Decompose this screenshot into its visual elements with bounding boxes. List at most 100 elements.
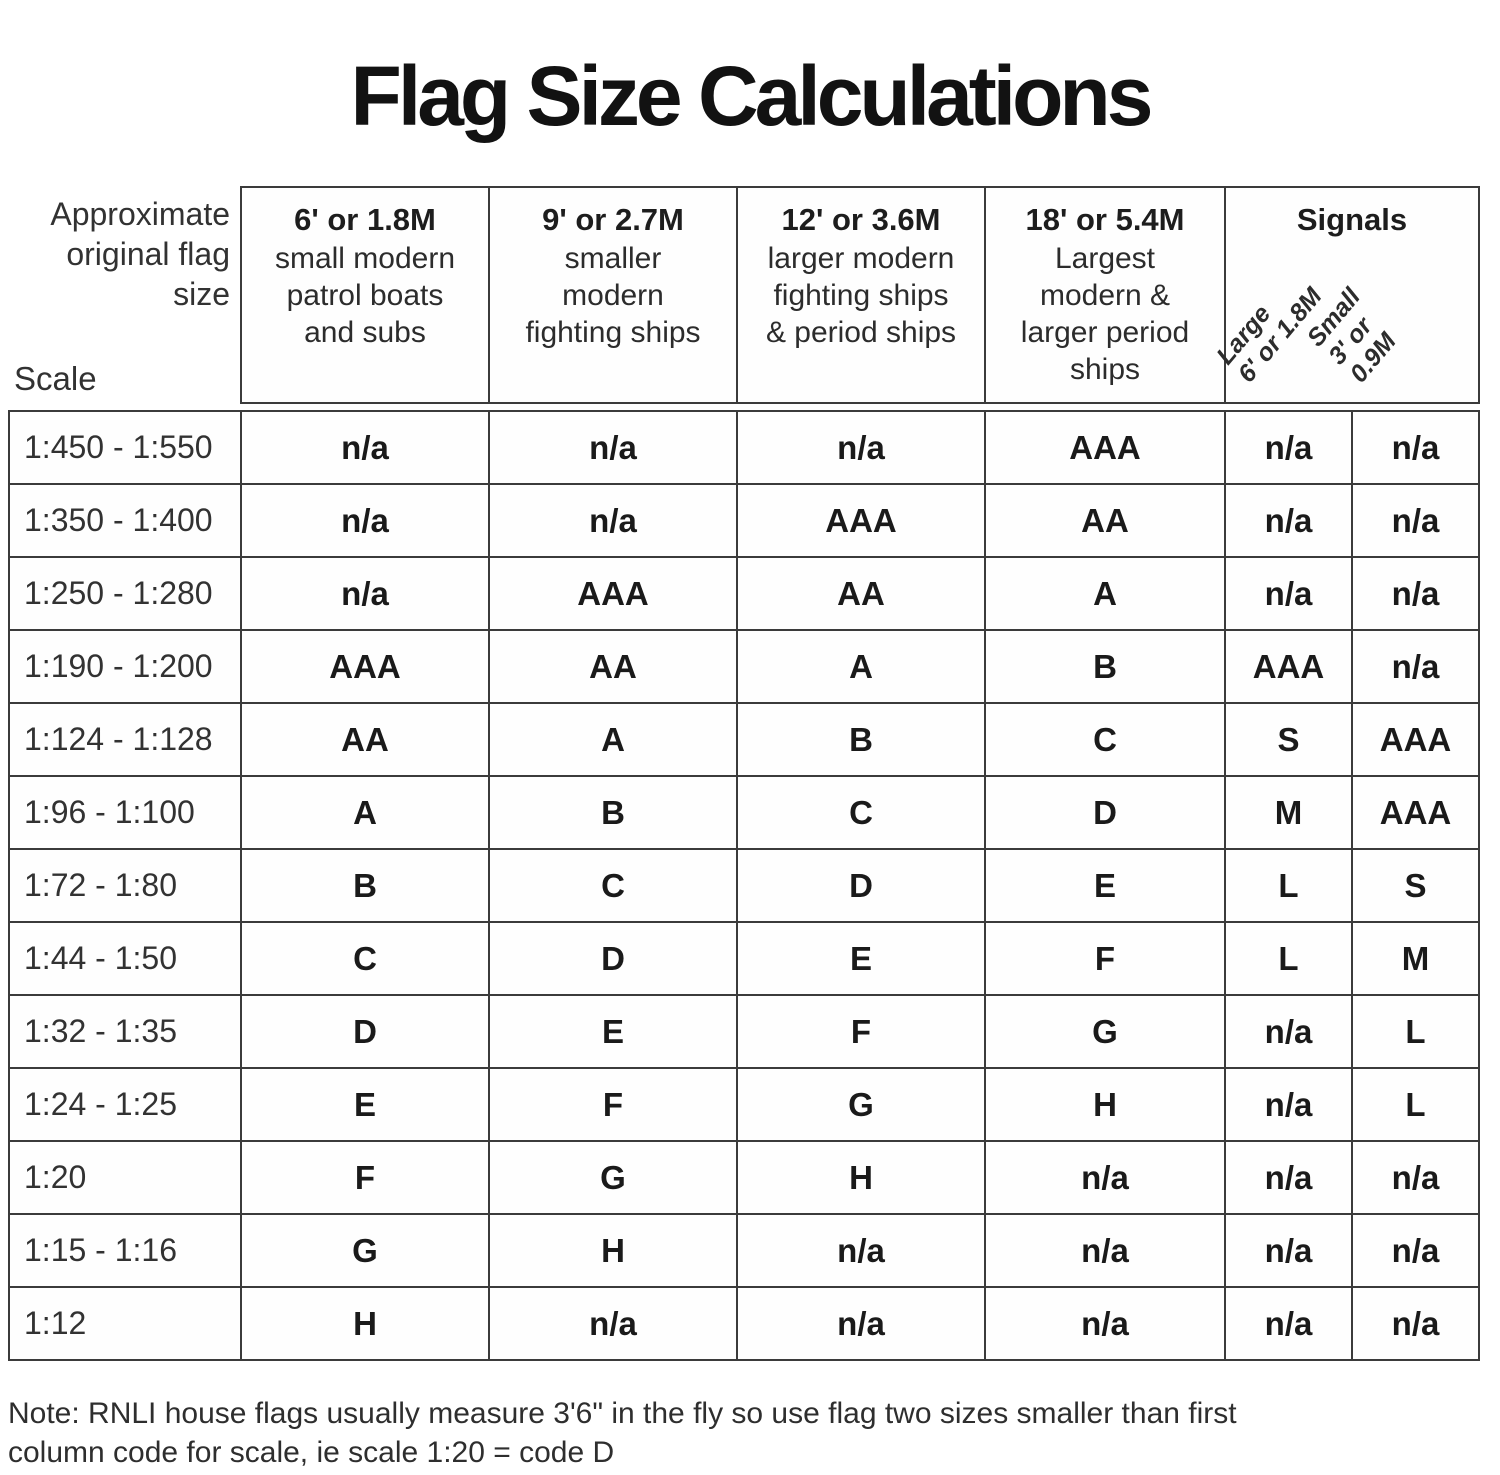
value-cell: D: [240, 994, 490, 1069]
signals-small-sublabel: Small 3' or 0.9M: [1301, 282, 1402, 388]
scale-cell: 1:20: [8, 1140, 242, 1215]
scale-cell: 1:350 - 1:400: [8, 483, 242, 558]
column-header-signals: Signals Large 6' or 1.8M Small 3' or 0.9…: [1211, 186, 1480, 404]
value-cell: n/a: [1224, 994, 1353, 1069]
value-cell: n/a: [736, 1213, 986, 1288]
value-cell: n/a: [1351, 1140, 1480, 1215]
column-header-9ft: 9' or 2.7M smaller modern fighting ships: [488, 186, 738, 404]
value-cell: B: [240, 848, 490, 923]
column-header-9ft-size: 9' or 2.7M: [542, 202, 684, 237]
value-cell: AAA: [984, 410, 1226, 485]
value-cell: S: [1224, 702, 1353, 777]
value-cell: H: [240, 1286, 490, 1361]
value-cell: A: [240, 775, 490, 850]
value-cell: n/a: [984, 1286, 1226, 1361]
value-cell: n/a: [488, 410, 738, 485]
column-header-6ft-size: 6' or 1.8M: [294, 202, 436, 237]
column-header-9ft-desc: smaller modern fighting ships: [525, 242, 701, 349]
value-cell: C: [984, 702, 1226, 777]
value-cell: n/a: [1351, 483, 1480, 558]
value-cell: E: [488, 994, 738, 1069]
value-cell: H: [984, 1067, 1226, 1142]
table-row: 1:124 - 1:128 AA A B C S AAA: [8, 702, 1480, 777]
value-cell: n/a: [736, 1286, 986, 1361]
value-cell: n/a: [240, 410, 490, 485]
column-header-12ft-desc: larger modern fighting ships & period sh…: [765, 242, 957, 349]
value-cell: G: [488, 1140, 738, 1215]
note-text: Note: RNLI house flags usually measure 3…: [8, 1397, 1237, 1469]
value-cell: AA: [488, 629, 738, 704]
approximate-flag-size-label: Approximate original flag size: [50, 196, 230, 312]
value-cell: AAA: [736, 483, 986, 558]
value-cell: F: [736, 994, 986, 1069]
value-cell: L: [1224, 848, 1353, 923]
value-cell: n/a: [240, 483, 490, 558]
value-cell: n/a: [1224, 1213, 1353, 1288]
scale-cell: 1:72 - 1:80: [8, 848, 242, 923]
table-row: 1:350 - 1:400 n/a n/a AAA AA n/a n/a: [8, 483, 1480, 558]
column-header-12ft: 12' or 3.6M larger modern fighting ships…: [736, 186, 986, 404]
table-header-row: Approximate original flag size Scale 6' …: [8, 186, 1480, 404]
value-cell: AAA: [1351, 775, 1480, 850]
header-left-area: Approximate original flag size Scale: [8, 186, 240, 404]
value-cell: n/a: [488, 483, 738, 558]
value-cell: n/a: [1351, 556, 1480, 631]
scale-cell: 1:250 - 1:280: [8, 556, 242, 631]
value-cell: M: [1351, 921, 1480, 996]
scale-cell: 1:96 - 1:100: [8, 775, 242, 850]
scale-cell: 1:190 - 1:200: [8, 629, 242, 704]
value-cell: B: [488, 775, 738, 850]
value-cell: n/a: [488, 1286, 738, 1361]
value-cell: A: [488, 702, 738, 777]
page-title: Flag Size Calculations: [350, 49, 1154, 143]
value-cell: L: [1351, 994, 1480, 1069]
value-cell: H: [736, 1140, 986, 1215]
table-row: 1:450 - 1:550 n/a n/a n/a AAA n/a n/a: [8, 410, 1480, 485]
value-cell: F: [240, 1140, 490, 1215]
scale-cell: 1:450 - 1:550: [8, 410, 242, 485]
scale-cell: 1:44 - 1:50: [8, 921, 242, 996]
value-cell: A: [736, 629, 986, 704]
value-cell: n/a: [1224, 483, 1353, 558]
value-cell: E: [736, 921, 986, 996]
table-row: 1:72 - 1:80 B C D E L S: [8, 848, 1480, 923]
column-header-18ft-size: 18' or 5.4M: [1025, 202, 1185, 237]
value-cell: n/a: [1351, 1213, 1480, 1288]
scale-cell: 1:12: [8, 1286, 242, 1361]
value-cell: G: [984, 994, 1226, 1069]
value-cell: AAA: [1224, 629, 1353, 704]
value-cell: E: [984, 848, 1226, 923]
value-cell: n/a: [1224, 556, 1353, 631]
table-row: 1:44 - 1:50 C D E F L M: [8, 921, 1480, 996]
column-header-12ft-size: 12' or 3.6M: [781, 202, 941, 237]
scale-label: Scale: [14, 360, 97, 397]
value-cell: n/a: [1224, 1067, 1353, 1142]
table-row: 1:96 - 1:100 A B C D M AAA: [8, 775, 1480, 850]
value-cell: n/a: [1224, 1286, 1353, 1361]
value-cell: L: [1351, 1067, 1480, 1142]
value-cell: B: [984, 629, 1226, 704]
value-cell: AAA: [1351, 702, 1480, 777]
value-cell: n/a: [1351, 410, 1480, 485]
scale-cell: 1:124 - 1:128: [8, 702, 242, 777]
value-cell: A: [984, 556, 1226, 631]
scale-cell: 1:24 - 1:25: [8, 1067, 242, 1142]
value-cell: C: [240, 921, 490, 996]
value-cell: B: [736, 702, 986, 777]
value-cell: n/a: [1224, 1140, 1353, 1215]
value-cell: C: [488, 848, 738, 923]
value-cell: C: [736, 775, 986, 850]
column-header-18ft: 18' or 5.4M Largest modern & larger peri…: [984, 186, 1226, 404]
value-cell: H: [488, 1213, 738, 1288]
value-cell: n/a: [1224, 410, 1353, 485]
value-cell: n/a: [984, 1140, 1226, 1215]
scale-cell: 1:15 - 1:16: [8, 1213, 242, 1288]
value-cell: n/a: [736, 410, 986, 485]
value-cell: AA: [984, 483, 1226, 558]
value-cell: n/a: [240, 556, 490, 631]
